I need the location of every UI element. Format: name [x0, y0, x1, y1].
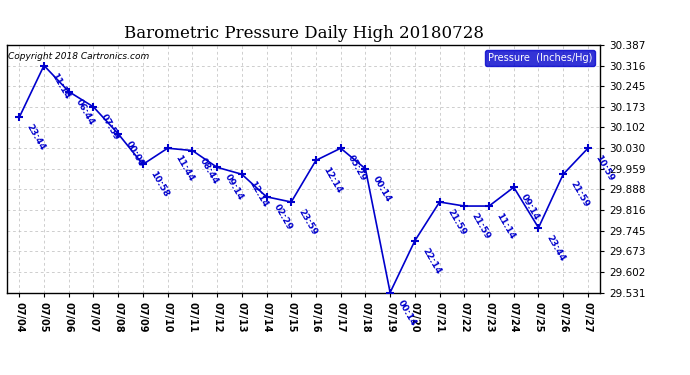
Pressure  (Inches/Hg) — [262, 195, 270, 199]
Pressure  (Inches/Hg) — [114, 132, 122, 136]
Pressure  (Inches/Hg) — [460, 204, 469, 208]
Text: 06:44: 06:44 — [75, 97, 97, 126]
Pressure  (Inches/Hg) — [337, 146, 345, 150]
Pressure  (Inches/Hg) — [386, 290, 394, 295]
Pressure  (Inches/Hg) — [164, 146, 172, 150]
Text: 21:59: 21:59 — [569, 180, 591, 209]
Text: 00:00: 00:00 — [124, 140, 146, 168]
Text: 10:58: 10:58 — [148, 170, 170, 199]
Text: 21:59: 21:59 — [445, 207, 467, 237]
Pressure  (Inches/Hg) — [485, 204, 493, 208]
Text: Copyright 2018 Cartronics.com: Copyright 2018 Cartronics.com — [8, 53, 149, 62]
Pressure  (Inches/Hg) — [312, 158, 320, 163]
Pressure  (Inches/Hg) — [584, 146, 592, 150]
Text: 12:14: 12:14 — [322, 166, 344, 195]
Text: 02:29: 02:29 — [272, 202, 294, 232]
Pressure  (Inches/Hg) — [139, 162, 147, 166]
Text: 22:14: 22:14 — [420, 246, 442, 276]
Pressure  (Inches/Hg) — [188, 148, 197, 153]
Text: 00:14: 00:14 — [395, 298, 417, 327]
Pressure  (Inches/Hg) — [411, 238, 419, 243]
Text: 11:14: 11:14 — [495, 211, 517, 241]
Text: 00:14: 00:14 — [371, 174, 393, 204]
Pressure  (Inches/Hg) — [287, 200, 295, 204]
Pressure  (Inches/Hg) — [89, 105, 97, 109]
Text: 23:44: 23:44 — [25, 123, 47, 152]
Pressure  (Inches/Hg) — [213, 165, 221, 170]
Text: 05:29: 05:29 — [346, 154, 368, 183]
Pressure  (Inches/Hg) — [15, 115, 23, 120]
Text: 12:14: 12:14 — [247, 180, 270, 209]
Title: Barometric Pressure Daily High 20180728: Barometric Pressure Daily High 20180728 — [124, 25, 484, 42]
Line: Pressure  (Inches/Hg): Pressure (Inches/Hg) — [15, 62, 592, 297]
Pressure  (Inches/Hg) — [237, 172, 246, 177]
Text: 09:14: 09:14 — [520, 193, 542, 222]
Text: 23:44: 23:44 — [544, 233, 566, 263]
Pressure  (Inches/Hg) — [40, 63, 48, 68]
Pressure  (Inches/Hg) — [435, 200, 444, 204]
Text: 21:59: 21:59 — [470, 211, 492, 241]
Legend: Pressure  (Inches/Hg): Pressure (Inches/Hg) — [485, 50, 595, 66]
Pressure  (Inches/Hg) — [510, 185, 518, 189]
Text: 10:59: 10:59 — [593, 154, 615, 183]
Text: 23:59: 23:59 — [297, 207, 319, 237]
Pressure  (Inches/Hg) — [559, 172, 567, 177]
Pressure  (Inches/Hg) — [534, 225, 542, 230]
Text: 09:14: 09:14 — [223, 173, 245, 202]
Pressure  (Inches/Hg) — [65, 89, 73, 94]
Text: 08:44: 08:44 — [198, 156, 220, 186]
Text: 11:44: 11:44 — [173, 154, 195, 183]
Text: 11:14: 11:14 — [50, 71, 72, 100]
Pressure  (Inches/Hg) — [362, 166, 370, 171]
Text: 07:59: 07:59 — [99, 112, 121, 142]
